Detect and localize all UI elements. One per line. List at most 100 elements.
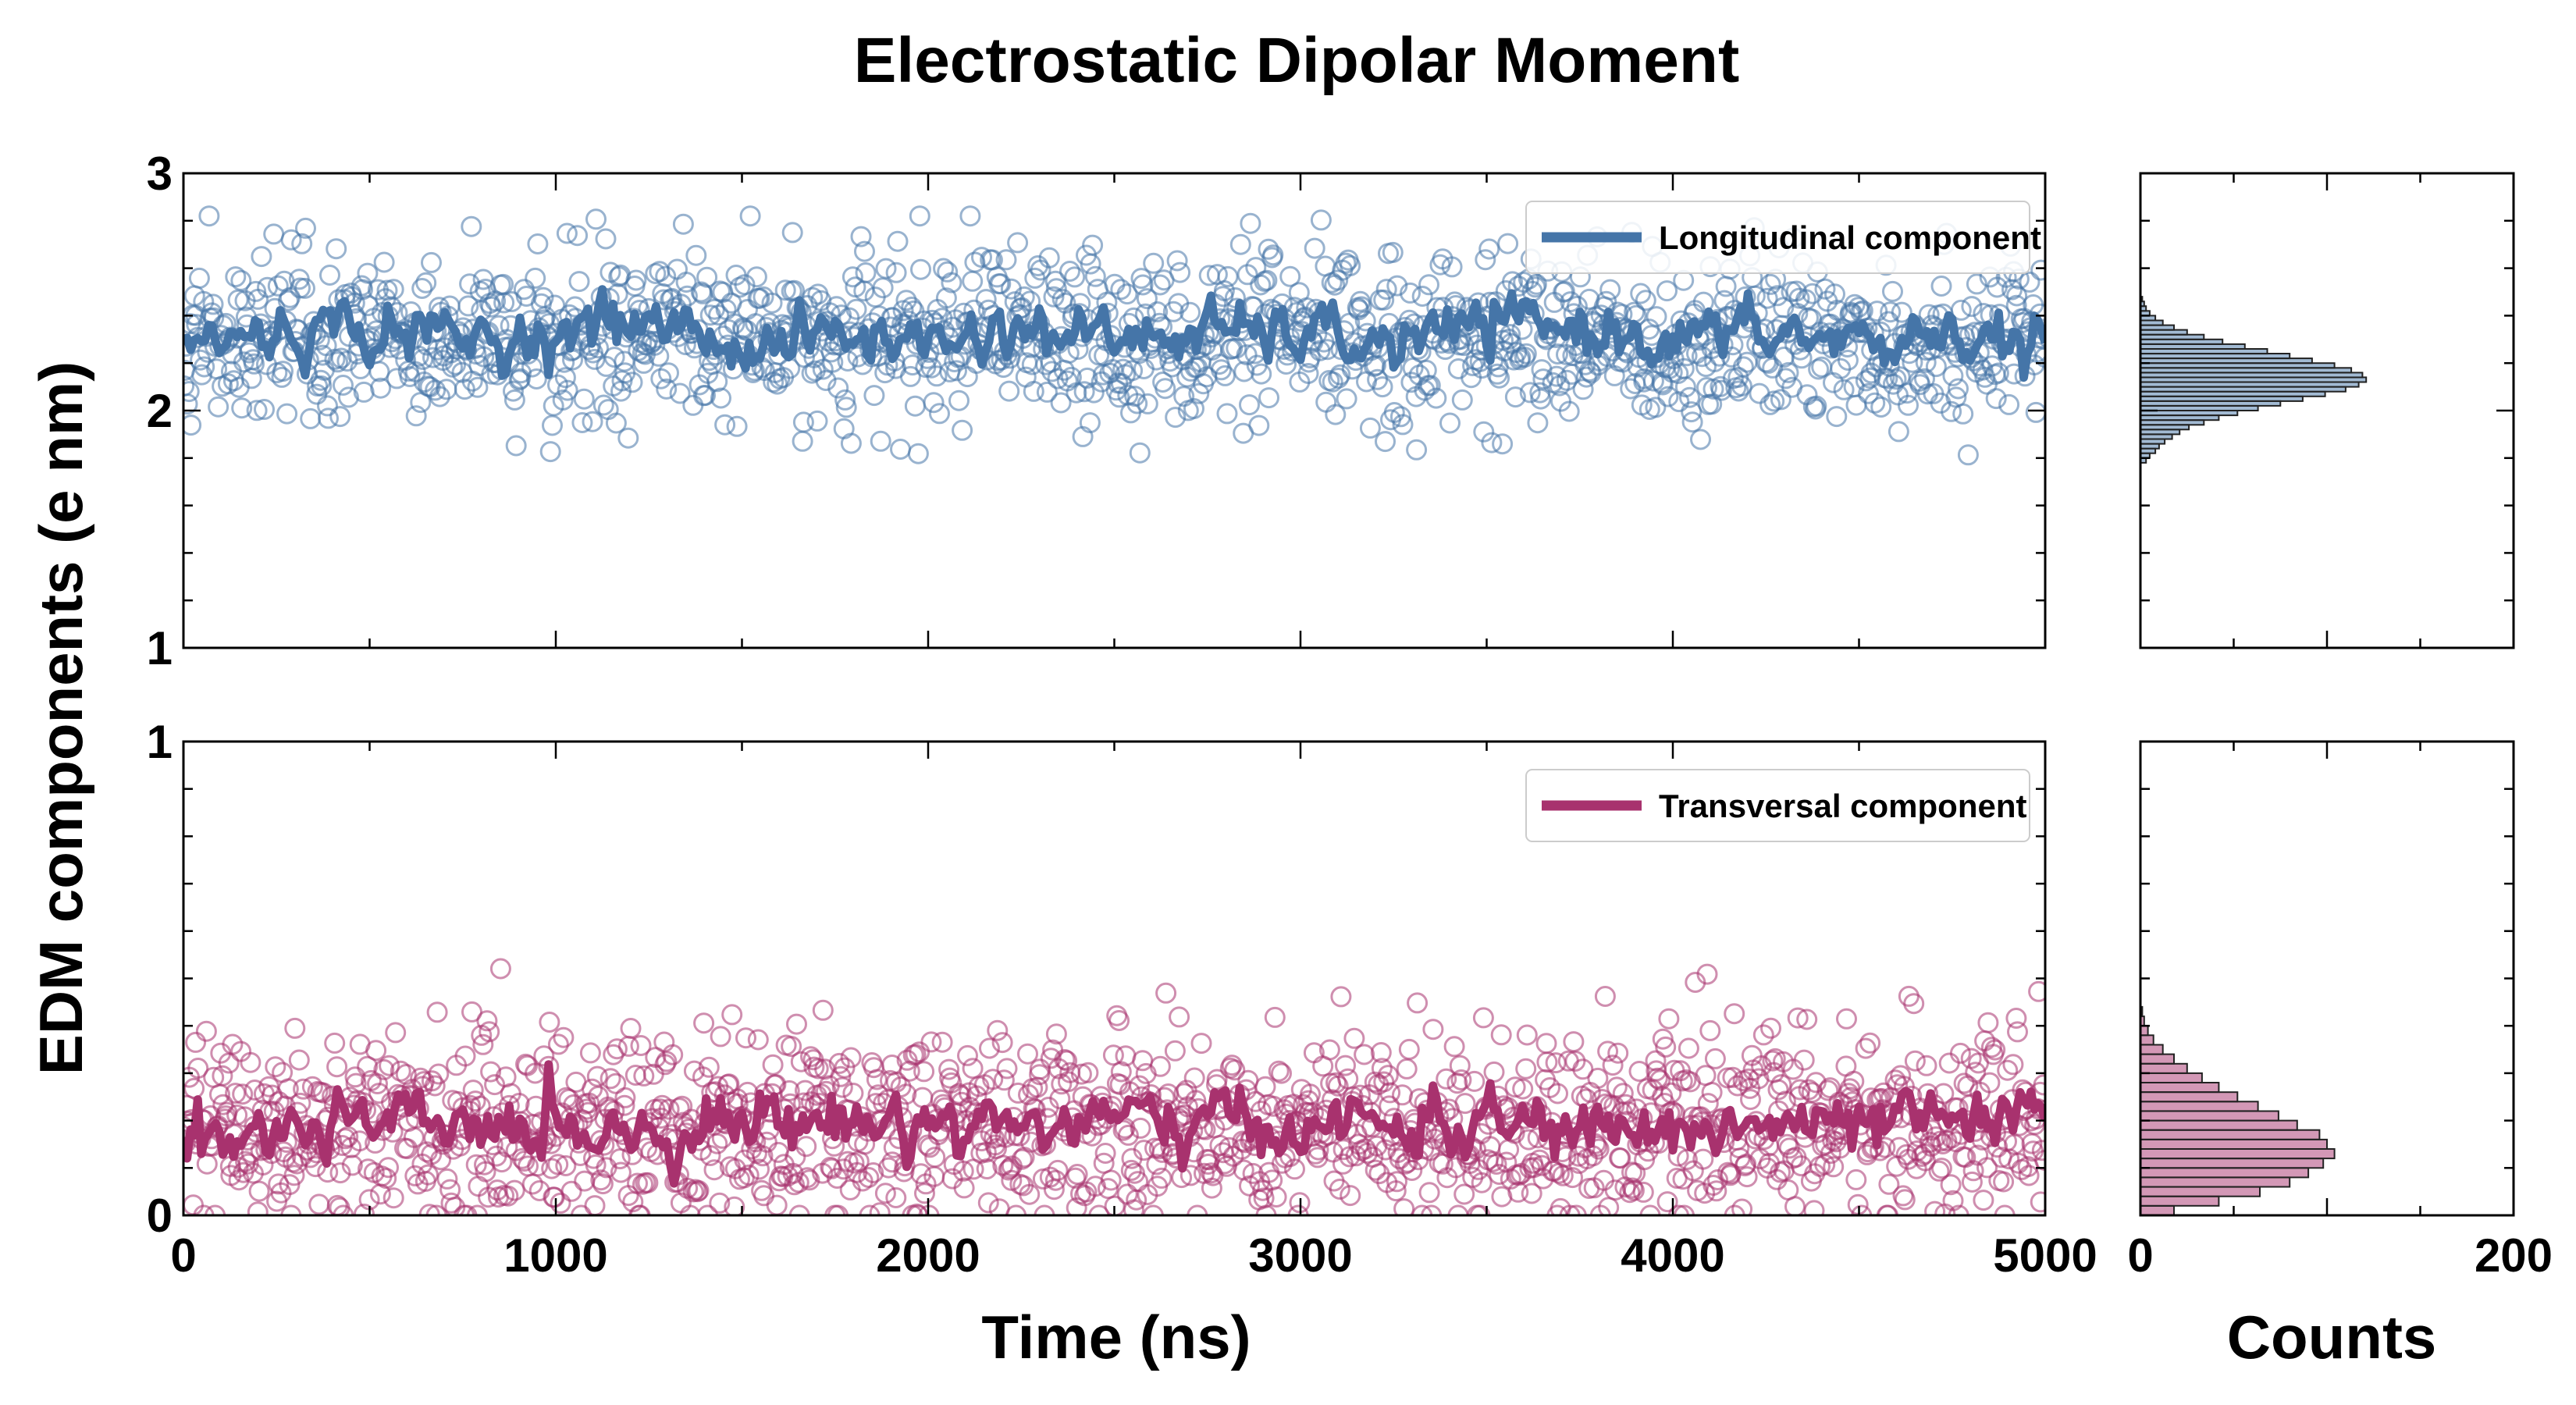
longitudinal-scatter-point bbox=[588, 337, 609, 359]
longitudinal-scatter-point bbox=[1701, 393, 1723, 415]
longitudinal-scatter-point bbox=[1059, 261, 1080, 282]
transversal-scatter-point bbox=[1752, 1024, 1774, 1046]
longitudinal-scatter-point bbox=[1348, 299, 1370, 321]
longitudinal-scatter-point bbox=[806, 410, 828, 432]
transversal-scatter-point bbox=[428, 1063, 450, 1085]
longitudinal-scatter-point bbox=[412, 349, 434, 370]
longitudinal-scatter-point bbox=[1657, 386, 1679, 407]
longitudinal-scatter-point bbox=[1646, 306, 1667, 328]
longitudinal-scatter-point bbox=[1500, 324, 1521, 345]
transversal-scatter-point bbox=[1504, 1076, 1526, 1098]
transversal-scatter-point bbox=[1965, 1062, 1987, 1083]
transversal-scatter-point bbox=[1132, 1050, 1154, 1072]
transversal-scatter-point bbox=[1727, 1075, 1749, 1097]
longitudinal-scatter-point bbox=[1019, 290, 1041, 312]
longitudinal-scatter-point bbox=[294, 277, 315, 299]
longitudinal-scatter-point bbox=[1749, 382, 1770, 404]
transversal-scatter-point bbox=[1464, 1070, 1485, 1092]
transversal-scatter-point bbox=[539, 1012, 560, 1033]
longitudinal-scatter-point bbox=[1681, 411, 1703, 433]
transversal-scatter-point bbox=[205, 1204, 226, 1215]
longitudinal-scatter-point bbox=[1340, 254, 1361, 276]
transversal-scatter-point bbox=[1454, 1093, 1476, 1115]
transversal-scatter-point bbox=[375, 1168, 397, 1190]
longitudinal-scatter-point bbox=[208, 396, 229, 418]
longitudinal-scatter-point bbox=[411, 278, 433, 299]
transversal-scatter-point bbox=[1845, 1168, 1867, 1190]
transversal-scatter-point bbox=[1704, 1048, 1726, 1069]
longitudinal-scatter-point bbox=[202, 293, 224, 315]
transversal-scatter-point bbox=[1287, 1204, 1309, 1215]
longitudinal-scatter-point bbox=[1325, 404, 1347, 425]
longitudinal-scatter-point bbox=[327, 351, 349, 373]
longitudinal-scatter-point bbox=[188, 267, 210, 289]
longitudinal-scatter-point bbox=[493, 292, 515, 314]
longitudinal-scatter-point bbox=[1389, 406, 1411, 428]
transversal-scatter-point bbox=[324, 1032, 346, 1054]
longitudinal-scatter-point bbox=[1216, 403, 1238, 425]
transversal-scatter-point bbox=[1787, 1007, 1809, 1029]
transversal-scatter-point bbox=[693, 1012, 715, 1034]
transversal-scatter-point bbox=[1658, 1008, 1680, 1030]
longitudinal-scatter-point bbox=[935, 287, 957, 309]
transversal-scatter-point bbox=[698, 1056, 720, 1078]
transversal-scatter-point bbox=[344, 1066, 366, 1088]
longitudinal-scatter-point bbox=[317, 395, 338, 417]
longitudinal-scatter-point bbox=[183, 393, 198, 415]
y-axis-label: EDM components (e nm) bbox=[27, 361, 95, 1075]
longitudinal-scatter-point bbox=[1251, 363, 1272, 385]
transversal-scatter-point bbox=[1606, 1076, 1628, 1098]
transversal-scatter-point bbox=[1961, 1171, 1983, 1193]
transversal-scatter-point bbox=[1100, 1169, 1122, 1191]
transversal-legend: Transversal component bbox=[1525, 769, 2030, 842]
transversal-scatter-point bbox=[1536, 1051, 1558, 1073]
transversal-scatter-point bbox=[633, 1065, 655, 1087]
transversal-scatter-point bbox=[395, 1064, 417, 1085]
longitudinal-scatter-point bbox=[272, 361, 294, 382]
transversal-scatter-point bbox=[1962, 1160, 1984, 1182]
transversal-scatter-point bbox=[859, 1204, 881, 1215]
longitudinal-scatter-point bbox=[1064, 266, 1086, 288]
transversal-scatter-point bbox=[288, 1049, 310, 1071]
longitudinal-scatter-point bbox=[1143, 252, 1165, 274]
longitudinal-scatter-point bbox=[557, 379, 578, 401]
longitudinal-scatter-point bbox=[1692, 291, 1714, 313]
longitudinal-scatter-point bbox=[1898, 394, 1919, 416]
longitudinal-scatter-point bbox=[1715, 276, 1737, 297]
transversal-running-mean-line bbox=[183, 1060, 2045, 1188]
transversal-scatter-point bbox=[326, 1056, 348, 1078]
transversal-scatter-point bbox=[1699, 1019, 1721, 1041]
transversal-scatter-point bbox=[1930, 1130, 1952, 1152]
transversal-scatter-point bbox=[421, 1070, 443, 1092]
longitudinal-scatter-point bbox=[1007, 232, 1029, 254]
longitudinal-scatter-point bbox=[1866, 301, 1888, 322]
longitudinal-scatter-point bbox=[863, 385, 885, 407]
transversal-scatter-point bbox=[1916, 1055, 1937, 1076]
longitudinal-scatter-point bbox=[231, 397, 253, 419]
transversal-scatter-point bbox=[1632, 1181, 1654, 1203]
transversal-histogram-bar bbox=[2140, 1195, 2220, 1207]
transversal-scatter-point bbox=[614, 1094, 635, 1116]
longitudinal-scatter-point bbox=[1419, 375, 1441, 397]
longitudinal-scatter-point bbox=[1814, 278, 1836, 300]
transversal-scatter-point bbox=[382, 1187, 404, 1209]
longitudinal-scatter-point bbox=[1276, 354, 1297, 375]
longitudinal-running-mean-line bbox=[183, 285, 2045, 382]
transversal-histogram-bar bbox=[2140, 1034, 2154, 1046]
transversal-scatter-point bbox=[1370, 1042, 1392, 1063]
longitudinal-scatter-point bbox=[1382, 241, 1404, 263]
longitudinal-scatter-point bbox=[1179, 301, 1201, 323]
transversal-scatter-point bbox=[424, 1075, 446, 1097]
longitudinal-scatter-point bbox=[399, 366, 421, 387]
transversal-scatter-point bbox=[1607, 1042, 1629, 1064]
longitudinal-scatter-point bbox=[875, 258, 897, 279]
longitudinal-scatter-point bbox=[251, 246, 272, 268]
transversal-scatter-point bbox=[1254, 1076, 1276, 1097]
transversal-scatter-point bbox=[1482, 1151, 1504, 1172]
transversal-scatter-point bbox=[799, 1169, 820, 1191]
x-axis-label: Time (ns) bbox=[981, 1303, 1251, 1371]
transversal-scatter-point bbox=[2018, 1165, 2040, 1186]
transversal-histogram-bar bbox=[2140, 1129, 2321, 1140]
transversal-scatter-point bbox=[953, 1177, 975, 1199]
transversal-histogram-bars bbox=[2140, 1005, 2336, 1215]
